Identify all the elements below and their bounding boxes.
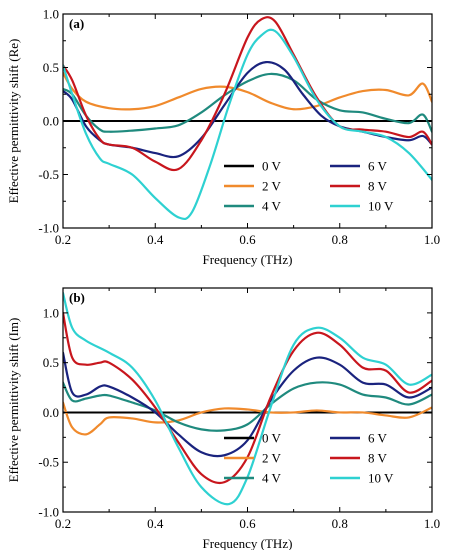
- y-tick-label: 0.0: [43, 405, 59, 420]
- x-axis-label: Frequency (THz): [203, 536, 293, 550]
- legend-label: 0 V: [262, 159, 282, 174]
- series-line-8v: [63, 16, 432, 172]
- y-tick-label: 0.5: [43, 355, 59, 370]
- x-tick-label: 0.8: [332, 232, 348, 247]
- legend-label: 10 V: [368, 471, 394, 486]
- series-line-2v: [63, 401, 432, 436]
- x-axis-label: Frequency (THz): [203, 252, 293, 267]
- x-tick-label: 0.2: [55, 516, 71, 531]
- panel-label: (a): [69, 16, 84, 31]
- y-tick-label: 0.0: [43, 114, 59, 129]
- series-line-4v: [63, 381, 432, 432]
- y-tick-label: 0.5: [43, 60, 59, 75]
- series-line-4v: [63, 72, 432, 133]
- legend-label: 8 V: [368, 179, 388, 194]
- legend-label: 0 V: [262, 431, 282, 446]
- legend-label: 4 V: [262, 199, 282, 214]
- series-group: [63, 16, 432, 221]
- x-tick-label: 0.6: [239, 232, 256, 247]
- legend: 0 V 6 V 2 V 8 V 4 V 10 V: [224, 159, 394, 214]
- y-tick-label: 1.0: [43, 7, 59, 22]
- series-line-2v: [63, 71, 432, 111]
- legend-label: 10 V: [368, 199, 394, 214]
- series-line-8v: [63, 311, 432, 485]
- x-tick-label: 0.4: [147, 232, 164, 247]
- legend: 0 V 6 V 2 V 8 V 4 V 10 V: [224, 431, 394, 486]
- x-tick-label: 0.6: [239, 516, 256, 531]
- series-line-10v: [63, 28, 432, 221]
- y-axis-label: Effective permittivity shift (Re): [6, 39, 21, 204]
- panel-b: 0.2 0.4 0.6 0.8 1.0 -1.0 -0.5 0.0 0.5 1.0 Frequenc…: [6, 287, 440, 550]
- x-tick-label: 0.2: [55, 232, 71, 247]
- panel-label: (b): [69, 290, 85, 305]
- series-line-6v: [63, 351, 432, 458]
- x-tick-label: 0.8: [332, 516, 348, 531]
- y-tick-label: -1.0: [38, 505, 59, 520]
- y-tick-label: -0.5: [38, 455, 59, 470]
- legend-label: 6 V: [368, 159, 388, 174]
- y-tick-label: -0.5: [38, 167, 59, 182]
- x-tick-label: 1.0: [424, 516, 440, 531]
- legend-label: 4 V: [262, 471, 282, 486]
- series-group: [63, 291, 432, 506]
- panel-a: 0.2 0.4 0.6 0.8 1.0 -1.0 -0.5 0.0 0.5 1.0 Frequenc…: [6, 7, 440, 268]
- y-tick-label: 1.0: [43, 305, 59, 320]
- series-line-10v: [63, 291, 432, 506]
- y-axis-label: Effective permittivity shift (Im): [6, 318, 21, 483]
- legend-label: 2 V: [262, 451, 282, 466]
- y-tick-label: -1.0: [38, 221, 59, 236]
- x-tick-label: 0.4: [147, 516, 164, 531]
- legend-label: 2 V: [262, 179, 282, 194]
- legend-label: 8 V: [368, 451, 388, 466]
- x-tick-label: 1.0: [424, 232, 440, 247]
- legend-label: 6 V: [368, 431, 388, 446]
